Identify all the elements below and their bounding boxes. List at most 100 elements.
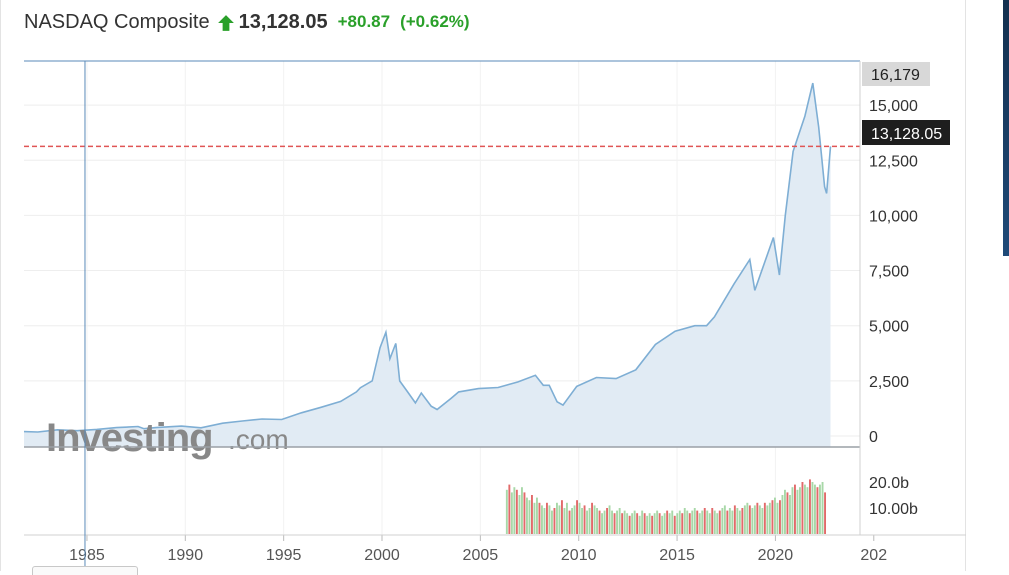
volume-bar <box>668 513 671 534</box>
volume-bar <box>698 513 701 534</box>
volume-bar <box>761 508 764 534</box>
volume-bar <box>661 515 664 534</box>
investing-logo: Investing .com <box>46 416 289 460</box>
volume-bar <box>766 505 769 534</box>
volume-axis: 20.0b 10.00b <box>869 475 918 518</box>
volume-bar <box>531 495 533 534</box>
page-side-strip <box>1003 0 1009 256</box>
logo-suffix: .com <box>228 424 289 455</box>
x-tick-label: 2015 <box>659 547 695 564</box>
volume-bar <box>796 489 799 534</box>
volume-bar <box>688 513 691 534</box>
volume-bar <box>819 484 821 534</box>
volume-bar <box>508 484 511 534</box>
volume-bar <box>726 510 729 534</box>
volume-bar <box>556 502 558 534</box>
volume-bar <box>551 510 553 534</box>
x-axis: 1985 1990 1995 2000 2005 2010 2015 2020 202 <box>69 535 887 564</box>
y-tick-label: 12,500 <box>869 153 918 170</box>
volume-bar <box>733 505 736 534</box>
x-tick-label: 2000 <box>364 547 400 564</box>
volume-bar <box>658 513 661 534</box>
volume-bar <box>533 502 536 534</box>
volume-bar <box>631 513 634 534</box>
volume-tick-label: 10.00b <box>869 501 918 518</box>
volume-bar <box>791 487 794 534</box>
price-change-percent: (+0.62%) <box>400 12 470 31</box>
volume-bar <box>633 510 636 534</box>
chart-header: NASDAQ Composite 13,128.05 +80.87 (+0.62… <box>24 8 470 36</box>
y-tick-label: 2,500 <box>869 374 909 391</box>
volume-bar <box>676 513 679 534</box>
x-tick-label: 202 <box>860 547 887 564</box>
volume-bar <box>643 513 646 534</box>
volume-bar <box>784 489 786 534</box>
volume-bar <box>731 510 734 534</box>
volume-bar <box>809 479 811 534</box>
volume-bar <box>626 513 629 534</box>
volume-bar <box>513 487 516 534</box>
volume-bar <box>711 508 714 534</box>
volume-bar <box>814 484 816 534</box>
volume-bar <box>696 510 699 534</box>
volume-bar <box>789 495 791 534</box>
volume-bar <box>799 487 801 534</box>
volume-bar <box>608 505 611 534</box>
volume-bar <box>748 505 751 534</box>
volume-bar <box>701 510 704 534</box>
volume-bar <box>621 513 624 534</box>
volume-bar <box>623 510 626 534</box>
volume-bar <box>751 508 754 534</box>
volume-bar <box>588 508 591 534</box>
last-price-text: 13,128.05 <box>871 126 942 143</box>
volume-bar <box>548 505 551 534</box>
volume-bar <box>541 505 543 534</box>
volume-bar <box>738 510 741 534</box>
volume-bar <box>578 502 581 534</box>
volume-bar <box>598 510 601 534</box>
volume-bar <box>576 500 578 534</box>
volume-bar <box>581 508 583 534</box>
volume-bar <box>721 508 724 534</box>
volume-bar <box>566 502 568 534</box>
volume-bar <box>811 482 814 534</box>
volume-bar <box>553 508 556 534</box>
volume-bar <box>651 515 654 534</box>
volume-bar <box>543 508 546 534</box>
volume-bar <box>779 500 781 534</box>
volume-bar <box>568 510 571 534</box>
volume-bar <box>641 510 644 534</box>
volume-bar <box>736 508 739 534</box>
volume-bar <box>538 502 541 534</box>
volume-bar <box>628 515 631 534</box>
volume-bar <box>756 502 759 534</box>
volume-bar <box>786 492 789 534</box>
price-chart[interactable]: Investing .com 0 2,500 5,000 7,500 10,000 12,… <box>0 0 966 571</box>
volume-bar <box>681 513 684 534</box>
volume-bar <box>591 502 593 534</box>
volume-bar <box>526 497 528 534</box>
max-price-label: 16,179 <box>862 62 930 86</box>
volume-bar <box>561 500 563 534</box>
volume-bar <box>794 484 796 534</box>
volume-bar <box>716 513 719 534</box>
volume-bar <box>816 487 819 534</box>
volume-bar <box>804 484 806 534</box>
instrument-title: NASDAQ Composite <box>24 10 210 33</box>
volume-bar <box>528 500 531 534</box>
volume-bar <box>636 513 639 534</box>
volume-bar <box>586 510 588 534</box>
volume-bar <box>573 505 576 534</box>
volume-bar <box>743 505 746 534</box>
volume-bar <box>656 510 659 534</box>
volume-bar <box>596 508 598 534</box>
right-gutter <box>966 0 1009 571</box>
volume-bar <box>758 505 761 534</box>
volume-bar <box>638 515 641 534</box>
volume-bar <box>691 510 694 534</box>
price-line-series <box>23 82 832 433</box>
last-price: 13,128.05 <box>238 10 328 33</box>
volume-bar <box>546 502 548 534</box>
volume-bar <box>616 510 618 534</box>
x-tick-label: 2005 <box>463 547 499 564</box>
